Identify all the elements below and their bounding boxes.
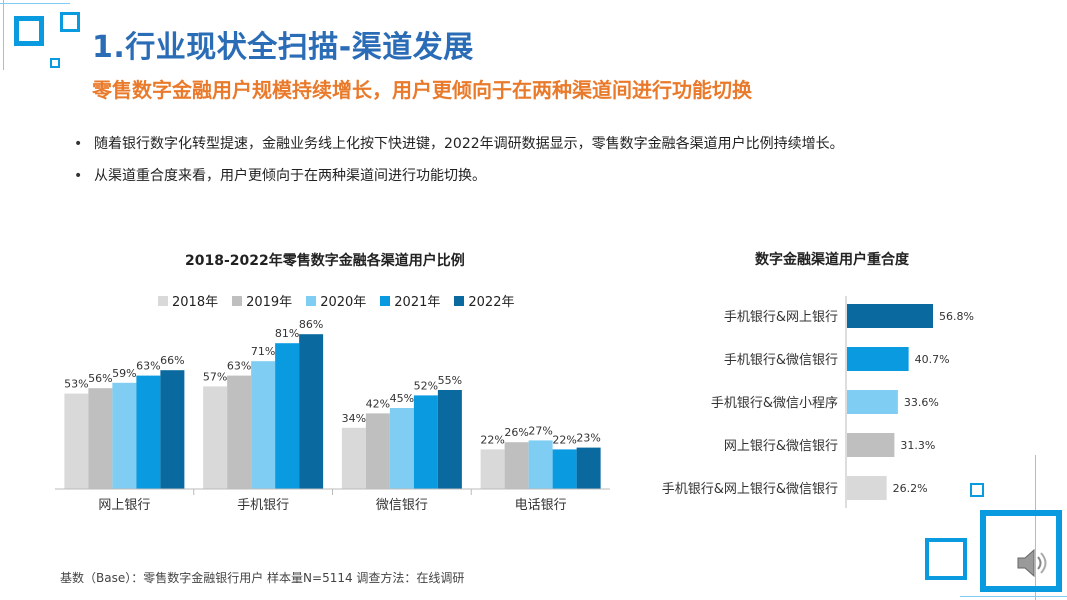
legend-item-2018: 2018年 [158, 291, 218, 310]
deco-square-br-large [980, 510, 1062, 592]
bar [528, 440, 553, 489]
legend-swatch [380, 295, 391, 306]
bar-value-label: 34% [342, 412, 366, 425]
hbar [847, 304, 933, 328]
hbar-value-label: 26.2% [893, 482, 928, 495]
bar-value-label: 63% [227, 360, 251, 373]
bullet-item: 随着银行数字化转型提速，金融业务线上化按下快进键，2022年调研数据显示，零售数… [70, 128, 990, 160]
hbar-value-label: 31.3% [900, 439, 935, 452]
hbar-value-label: 33.6% [904, 396, 939, 409]
legend-label: 2020年 [320, 295, 367, 310]
bar [299, 334, 324, 489]
bar-value-label: 57% [203, 370, 227, 383]
legend-label: 2022年 [468, 295, 515, 310]
deco-square-large [14, 16, 44, 46]
bullet-item: 从渠道重合度来看，用户更倾向于在两种渠道间进行功能切换。 [70, 160, 990, 192]
bar [203, 386, 228, 489]
y-tick-label: 手机银行&微信小程序 [711, 396, 838, 411]
deco-line-right [1035, 455, 1036, 600]
x-tick-label: 网上银行 [98, 498, 150, 513]
y-tick-label: 手机银行&微信银行 [724, 353, 838, 368]
legend-swatch [158, 295, 168, 306]
speaker-icon[interactable] [1014, 545, 1050, 581]
x-tick-label: 微信银行 [376, 498, 428, 513]
y-tick-label: 网上银行&微信银行 [724, 439, 838, 454]
chart2-title: 数字金融渠道用户重合度 [755, 252, 909, 268]
bar [275, 343, 300, 489]
chart1-legend: 2018年 2019年 2020年 2021年 2022年 [158, 291, 514, 310]
bar-value-label: 42% [366, 397, 390, 410]
y-tick-label: 手机银行&网上银行 [724, 310, 838, 325]
bar [88, 388, 113, 489]
legend-item-2019: 2019年 [232, 291, 292, 310]
bar [480, 449, 505, 489]
bar [504, 442, 529, 489]
bar-value-label: 81% [275, 327, 299, 340]
bar-value-label: 45% [390, 392, 414, 405]
deco-line-bottom [960, 596, 1067, 597]
legend-item-2022: 2022年 [454, 291, 514, 310]
deco-line-left [3, 0, 4, 70]
hbar-value-label: 56.8% [939, 310, 974, 323]
bar-value-label: 55% [438, 374, 462, 387]
bar [365, 413, 390, 489]
bar-value-label: 27% [528, 424, 552, 437]
bar [576, 447, 601, 489]
deco-square-br-small [925, 538, 967, 580]
deco-line-top [0, 3, 70, 4]
bullet-list: 随着银行数字化转型提速，金融业务线上化按下快进键，2022年调研数据显示，零售数… [70, 128, 990, 192]
bar-value-label: 23% [576, 432, 600, 445]
hbar [847, 433, 895, 457]
bar-value-label: 86% [299, 318, 323, 331]
legend-swatch [454, 295, 465, 306]
hbar [847, 347, 909, 371]
bar [341, 427, 366, 489]
deco-square-br-tiny [970, 483, 984, 497]
legend-swatch [306, 295, 317, 306]
bar [112, 382, 137, 489]
bar-value-label: 56% [88, 372, 112, 385]
bar [552, 449, 577, 489]
y-tick-label: 手机银行&网上银行&微信银行 [662, 482, 838, 497]
bar [136, 375, 161, 489]
bar-value-label: 66% [160, 354, 184, 367]
legend-swatch [232, 295, 243, 306]
bar-value-label: 22% [480, 433, 504, 446]
bar-value-label: 71% [251, 345, 275, 358]
bar-value-label: 52% [414, 379, 438, 392]
bar-value-label: 59% [112, 367, 136, 380]
hbar [847, 390, 898, 414]
bar [389, 408, 414, 489]
legend-label: 2018年 [172, 295, 219, 310]
deco-square-small [60, 12, 80, 32]
legend-label: 2021年 [394, 295, 441, 310]
footnote: 基数（Base）：零售数字金融银行用户 样本量N=5114 调查方法：在线调研 [60, 571, 465, 585]
legend-item-2020: 2020年 [306, 291, 366, 310]
bar [227, 375, 252, 489]
bar-value-label: 22% [552, 433, 576, 446]
bar-value-label: 63% [136, 360, 160, 373]
bar [413, 395, 438, 489]
legend-label: 2019年 [246, 295, 293, 310]
bar [64, 393, 89, 489]
hbar [847, 476, 887, 500]
bar [251, 361, 276, 489]
legend-item-2021: 2021年 [380, 291, 440, 310]
bar-value-label: 53% [64, 378, 88, 391]
deco-square-tiny [50, 58, 60, 68]
chart1-title: 2018-2022年零售数字金融各渠道用户比例 [185, 253, 465, 269]
bar [160, 370, 185, 489]
page-subtitle: 零售数字金融用户规模持续增长，用户更倾向于在两种渠道间进行功能切换 [92, 78, 752, 102]
bar [437, 390, 462, 489]
page-title: 1.行业现状全扫描-渠道发展 [92, 30, 474, 65]
x-tick-label: 电话银行 [515, 498, 567, 513]
hbar-value-label: 40.7% [915, 353, 950, 366]
bar-value-label: 26% [504, 426, 528, 439]
x-tick-label: 手机银行 [237, 498, 289, 513]
